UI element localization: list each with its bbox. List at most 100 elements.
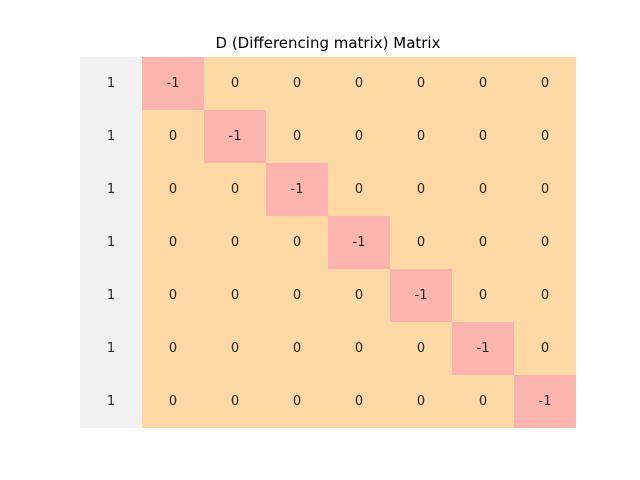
matrix-cell-r5-c7	[514, 322, 576, 375]
matrix-cell-label-r5-c3: 0	[293, 341, 301, 356]
matrix-cell-r0-c6	[452, 57, 514, 110]
matrix-cell-label-r5-c4: 0	[355, 341, 363, 356]
matrix-cell-label-r4-c2: 0	[231, 288, 239, 303]
matrix-cell-label-r2-c7: 0	[541, 182, 549, 197]
matrix-cell-r4-c0	[80, 269, 142, 322]
matrix-cell-r4-c2	[204, 269, 266, 322]
matrix-cell-r5-c0	[80, 322, 142, 375]
matrix-cell-label-r0-c3: 0	[293, 76, 301, 91]
matrix-cell-label-r3-c0: 1	[107, 235, 115, 250]
matrix-cell-label-r3-c5: 0	[417, 235, 425, 250]
matrix-cell-r4-c5	[390, 269, 452, 322]
matrix-cell-r6-c5	[390, 375, 452, 428]
matrix-cell-label-r6-c5: 0	[417, 394, 425, 409]
matrix-cell-r2-c6	[452, 163, 514, 216]
matrix-cell-label-r0-c7: 0	[541, 76, 549, 91]
matrix-cell-label-r2-c2: 0	[231, 182, 239, 197]
matrix-cell-r2-c2	[204, 163, 266, 216]
matrix-cell-label-r4-c3: 0	[293, 288, 301, 303]
matrix-cell-label-r2-c1: 0	[169, 182, 177, 197]
matrix-cell-r6-c6	[452, 375, 514, 428]
matrix-cell-label-r3-c6: 0	[479, 235, 487, 250]
matrix-cell-label-r1-c3: 0	[293, 129, 301, 144]
matrix-cell-r3-c5	[390, 216, 452, 269]
matrix-cell-r5-c1	[142, 322, 204, 375]
matrix-cell-r3-c4	[328, 216, 390, 269]
matrix-cell-label-r4-c7: 0	[541, 288, 549, 303]
matrix-cell-r5-c5	[390, 322, 452, 375]
matrix-cell-label-r0-c4: 0	[355, 76, 363, 91]
matrix-cell-r2-c0	[80, 163, 142, 216]
matrix-cells	[80, 57, 576, 428]
matrix-cell-r5-c3	[266, 322, 328, 375]
matrix-cell-label-r5-c1: 0	[169, 341, 177, 356]
matrix-cell-r5-c4	[328, 322, 390, 375]
matrix-cell-r1-c1	[142, 110, 204, 163]
matrix-cell-r0-c5	[390, 57, 452, 110]
matrix-cell-label-r4-c6: 0	[479, 288, 487, 303]
matrix-cell-r0-c7	[514, 57, 576, 110]
matrix-cell-label-r0-c5: 0	[417, 76, 425, 91]
matrix-cell-label-r3-c7: 0	[541, 235, 549, 250]
matrix-cell-r0-c0	[80, 57, 142, 110]
matrix-cell-r3-c0	[80, 216, 142, 269]
matrix-cell-label-r1-c7: 0	[541, 129, 549, 144]
matrix-cell-label-r6-c2: 0	[231, 394, 239, 409]
matrix-cell-label-r2-c4: 0	[355, 182, 363, 197]
matrix-cell-label-r2-c0: 1	[107, 182, 115, 197]
matrix-cell-r4-c4	[328, 269, 390, 322]
matrix-cell-label-r4-c0: 1	[107, 288, 115, 303]
matrix-cell-label-r1-c1: 0	[169, 129, 177, 144]
matrix-cell-r2-c3	[266, 163, 328, 216]
matrix-cell-label-r3-c1: 0	[169, 235, 177, 250]
matrix-cell-r5-c2	[204, 322, 266, 375]
matrix-cell-label-r6-c6: 0	[479, 394, 487, 409]
matrix-cell-label-r0-c2: 0	[231, 76, 239, 91]
matrix-cell-label-r3-c4: -1	[353, 235, 366, 250]
matrix-cell-label-r6-c0: 1	[107, 394, 115, 409]
matrix-cell-r2-c4	[328, 163, 390, 216]
matrix-cell-label-r6-c4: 0	[355, 394, 363, 409]
matrix-cell-r3-c6	[452, 216, 514, 269]
matrix-cell-r4-c6	[452, 269, 514, 322]
matrix-cell-r1-c5	[390, 110, 452, 163]
matrix-cell-r0-c2	[204, 57, 266, 110]
matrix-cell-label-r0-c1: -1	[167, 76, 180, 91]
matrix-cell-label-r5-c6: -1	[477, 341, 490, 356]
matrix-cell-label-r0-c0: 1	[107, 76, 115, 91]
matrix-cell-r6-c1	[142, 375, 204, 428]
matrix-cell-r5-c6	[452, 322, 514, 375]
matrix-cell-label-r3-c3: 0	[293, 235, 301, 250]
chart-title: D (Differencing matrix) Matrix	[215, 34, 441, 52]
matrix-cell-label-r5-c2: 0	[231, 341, 239, 356]
matrix-cell-r0-c1	[142, 57, 204, 110]
matrix-cell-label-r1-c0: 1	[107, 129, 115, 144]
matrix-cell-r1-c3	[266, 110, 328, 163]
matrix-cell-label-r2-c3: -1	[291, 182, 304, 197]
matrix-cell-r1-c4	[328, 110, 390, 163]
matrix-cell-r6-c4	[328, 375, 390, 428]
matrix-cell-label-r6-c7: -1	[539, 394, 552, 409]
matrix-cell-r3-c3	[266, 216, 328, 269]
matrix-cell-r1-c6	[452, 110, 514, 163]
matrix-cell-label-r6-c3: 0	[293, 394, 301, 409]
matrix-cell-r0-c4	[328, 57, 390, 110]
matrix-cell-label-r2-c5: 0	[417, 182, 425, 197]
matrix-cell-label-r5-c0: 1	[107, 341, 115, 356]
matrix-cell-r1-c7	[514, 110, 576, 163]
matrix-cell-label-r1-c5: 0	[417, 129, 425, 144]
matrix-cell-r4-c1	[142, 269, 204, 322]
matrix-cell-label-r6-c1: 0	[169, 394, 177, 409]
matrix-cell-label-r0-c6: 0	[479, 76, 487, 91]
matrix-cell-r4-c7	[514, 269, 576, 322]
matrix-cell-label-r3-c2: 0	[231, 235, 239, 250]
matrix-cell-r3-c1	[142, 216, 204, 269]
matrix-cell-r0-c3	[266, 57, 328, 110]
matrix-cell-label-r4-c5: -1	[415, 288, 428, 303]
matrix-cell-label-r4-c1: 0	[169, 288, 177, 303]
matrix-cell-r1-c2	[204, 110, 266, 163]
matrix-cell-r6-c2	[204, 375, 266, 428]
matrix-cell-r6-c3	[266, 375, 328, 428]
matrix-cell-label-r4-c4: 0	[355, 288, 363, 303]
